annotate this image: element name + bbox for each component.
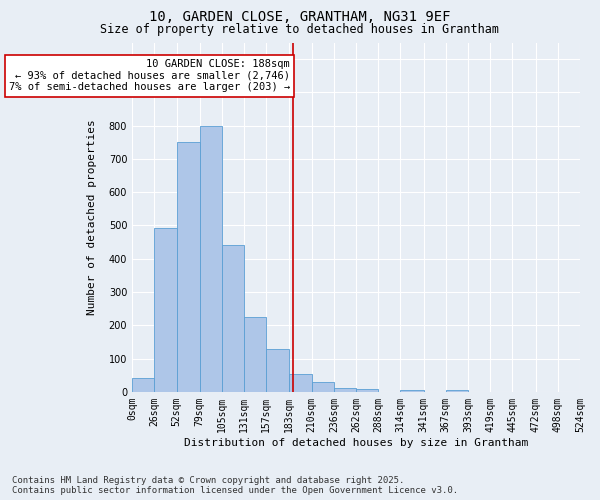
Bar xyxy=(400,390,424,392)
Bar xyxy=(132,378,154,392)
X-axis label: Distribution of detached houses by size in Grantham: Distribution of detached houses by size … xyxy=(184,438,528,448)
Bar xyxy=(154,228,176,392)
Bar xyxy=(446,390,468,392)
Bar xyxy=(266,348,289,392)
Bar xyxy=(356,389,378,392)
Bar xyxy=(334,388,356,392)
Bar xyxy=(244,317,266,392)
Y-axis label: Number of detached properties: Number of detached properties xyxy=(87,120,97,315)
Text: Contains HM Land Registry data © Crown copyright and database right 2025.
Contai: Contains HM Land Registry data © Crown c… xyxy=(12,476,458,495)
Bar xyxy=(289,374,311,392)
Text: Size of property relative to detached houses in Grantham: Size of property relative to detached ho… xyxy=(101,22,499,36)
Text: 10, GARDEN CLOSE, GRANTHAM, NG31 9EF: 10, GARDEN CLOSE, GRANTHAM, NG31 9EF xyxy=(149,10,451,24)
Bar xyxy=(200,126,222,392)
Bar xyxy=(176,142,200,392)
Text: 10 GARDEN CLOSE: 188sqm
← 93% of detached houses are smaller (2,746)
7% of semi-: 10 GARDEN CLOSE: 188sqm ← 93% of detache… xyxy=(9,59,290,92)
Bar xyxy=(222,246,244,392)
Bar xyxy=(311,382,334,392)
